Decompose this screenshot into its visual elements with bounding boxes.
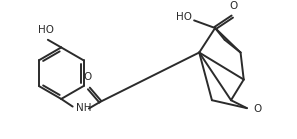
Text: O: O bbox=[84, 72, 92, 82]
Text: O: O bbox=[229, 1, 237, 11]
Text: O: O bbox=[254, 104, 262, 114]
Text: NH: NH bbox=[77, 103, 92, 113]
Text: HO: HO bbox=[38, 25, 54, 35]
Text: HO: HO bbox=[176, 12, 192, 22]
